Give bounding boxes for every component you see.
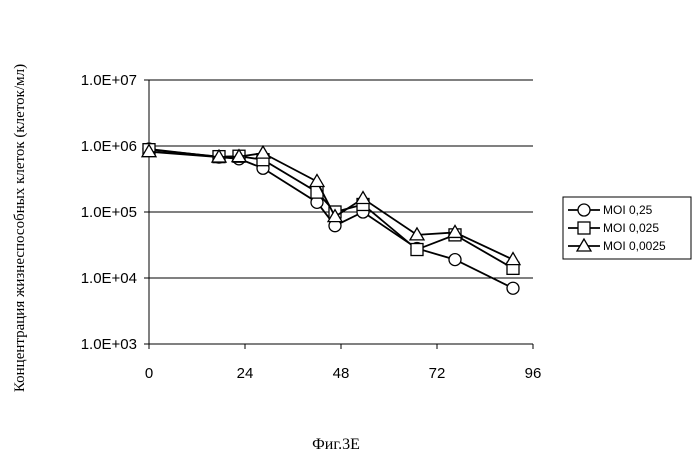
y-tick-label: 1.0E+06: [81, 138, 137, 155]
legend-label: MOI 0,025: [603, 221, 659, 235]
y-tick-label: 1.0E+05: [81, 204, 137, 221]
x-tick-label: 24: [237, 365, 254, 382]
legend-item: MOI 0,025: [568, 221, 659, 235]
data-point-square: [411, 244, 423, 256]
y-axis-label: Концентрация жизнеспособных клеток (клет…: [12, 64, 28, 392]
figure-caption: Фиг.3E: [312, 436, 360, 453]
x-tick-label: 48: [333, 365, 350, 382]
y-tick-label: 1.0E+07: [81, 72, 137, 89]
legend-marker-square: [578, 222, 590, 234]
x-tick-label: 0: [145, 365, 153, 382]
x-tick-label: 96: [525, 365, 542, 382]
y-tick-label: 1.0E+04: [81, 270, 137, 287]
data-point-circle: [449, 254, 461, 266]
legend: MOI 0,25 MOI 0,025 MOI 0,0025: [563, 197, 691, 259]
legend-marker-circle: [578, 204, 590, 216]
y-tick-label: 1.0E+03: [81, 336, 137, 353]
x-tick-label: 72: [429, 365, 446, 382]
legend-item: MOI 0,25: [568, 203, 653, 217]
legend-item: MOI 0,0025: [568, 239, 666, 253]
legend-label: MOI 0,0025: [603, 239, 666, 253]
data-point-circle: [507, 282, 519, 294]
legend-label: MOI 0,25: [603, 203, 653, 217]
